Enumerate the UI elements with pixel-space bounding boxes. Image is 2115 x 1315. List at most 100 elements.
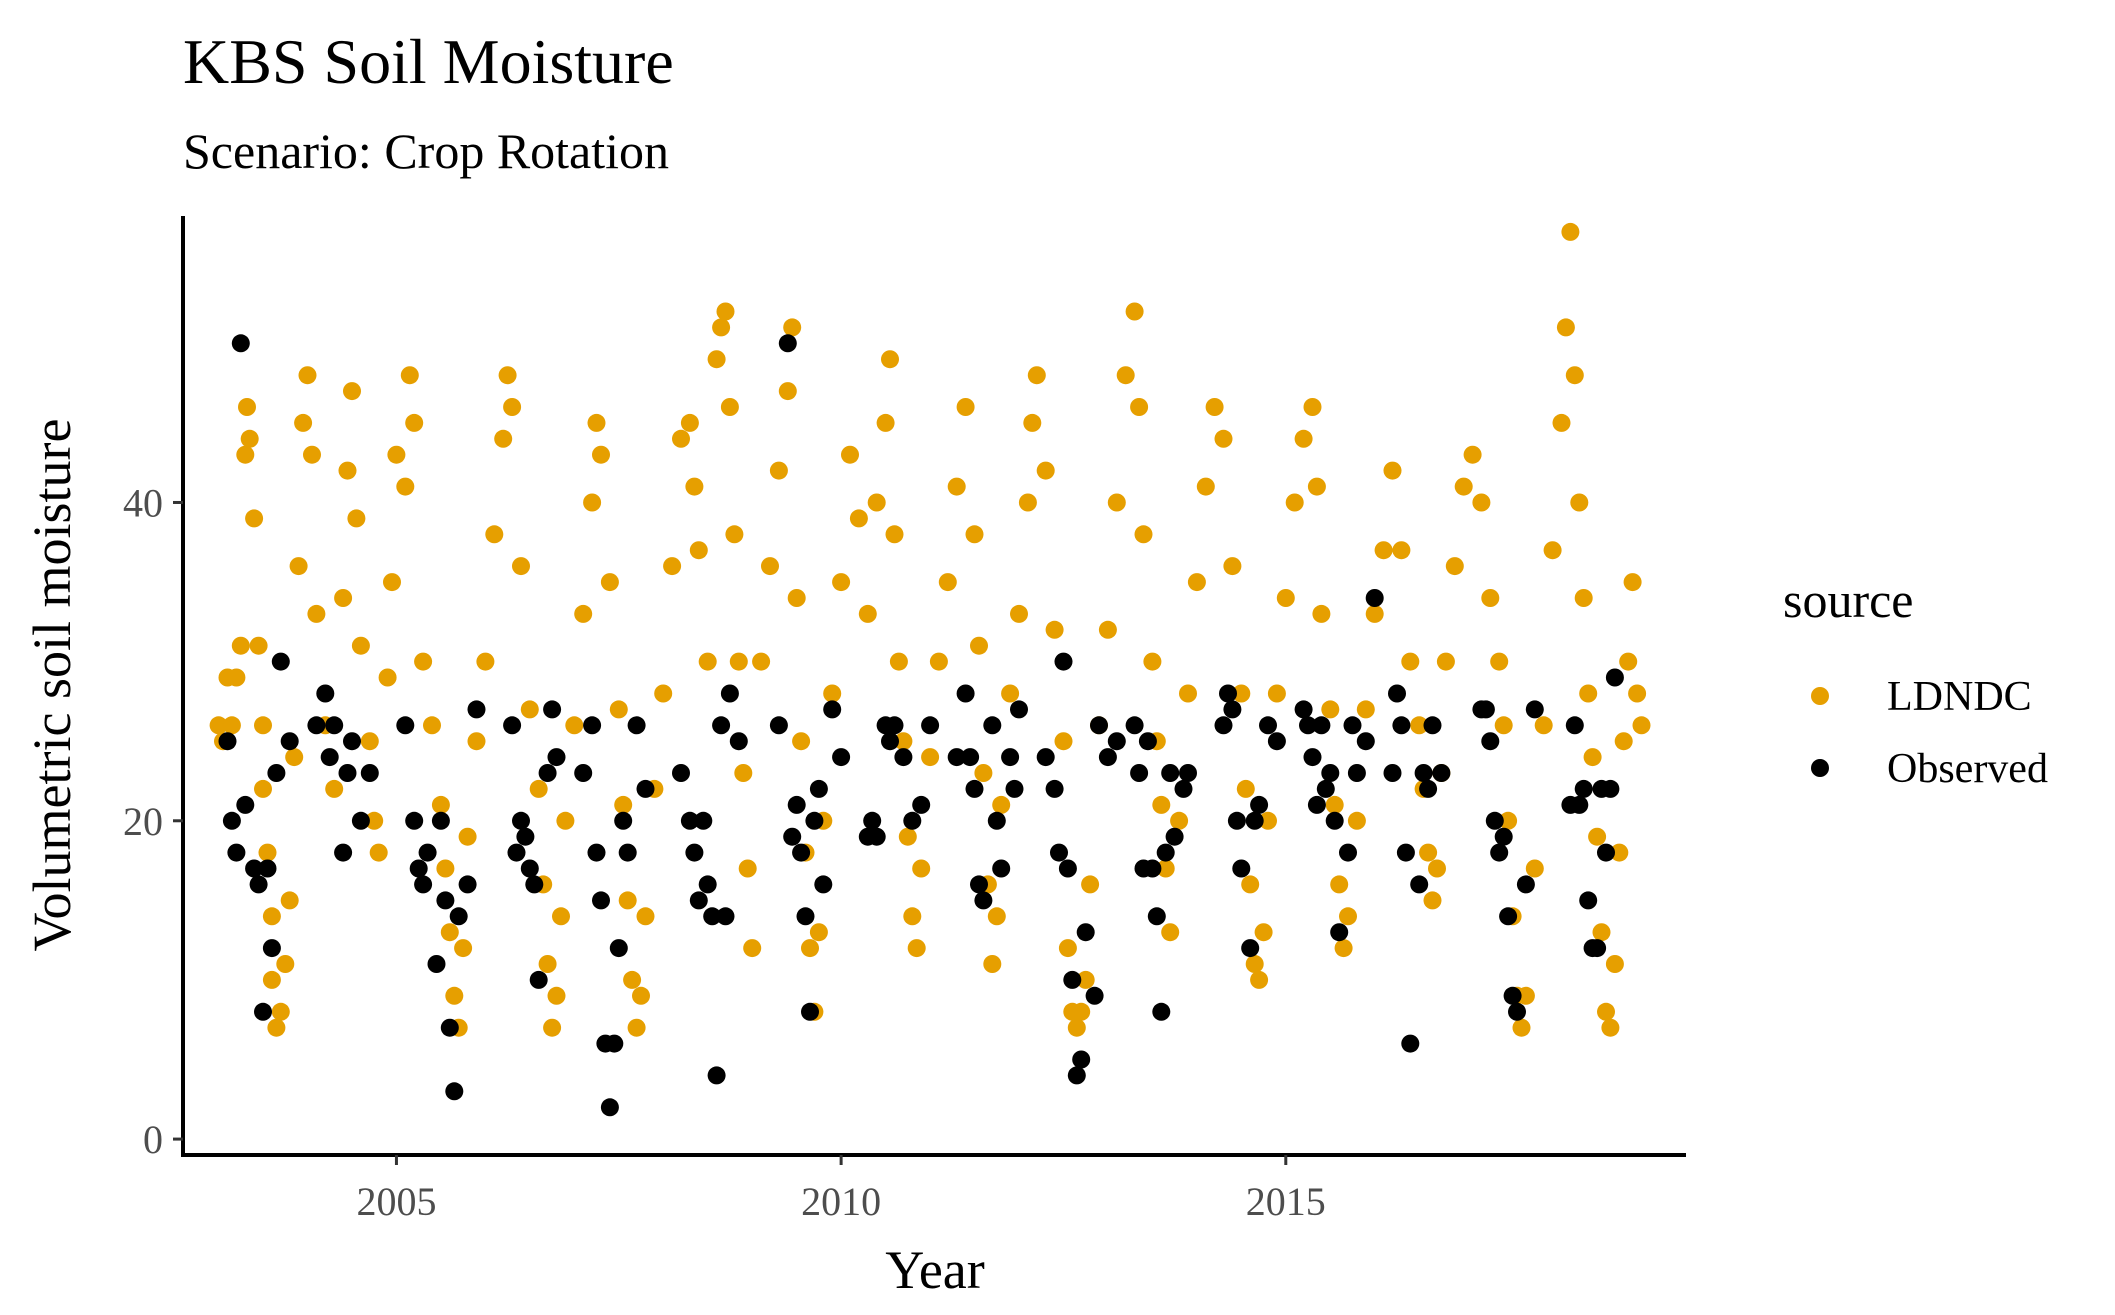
data-point-observed	[609, 939, 628, 958]
data-point-ldndc	[712, 318, 731, 337]
data-point-observed	[1508, 1002, 1526, 1021]
data-point-ldndc	[262, 970, 281, 989]
data-point-ldndc	[1401, 652, 1420, 671]
data-point-observed	[440, 1018, 459, 1037]
data-point-ldndc	[1383, 461, 1402, 480]
data-point-ldndc	[436, 859, 455, 878]
legend-key-observed	[1811, 759, 1829, 777]
data-point-ldndc	[1419, 843, 1438, 862]
data-point-observed	[1156, 843, 1175, 862]
data-point-observed	[1072, 1050, 1091, 1069]
data-point-observed	[574, 764, 593, 782]
data-point-observed	[1085, 986, 1104, 1005]
data-point-ldndc	[832, 573, 851, 592]
data-point-ldndc	[970, 636, 988, 655]
data-point-ldndc	[258, 843, 277, 862]
data-point-observed	[418, 843, 437, 862]
data-point-observed	[600, 1098, 619, 1117]
data-point-ldndc	[445, 986, 464, 1005]
data-point-ldndc	[1525, 859, 1544, 878]
data-point-observed	[1232, 859, 1251, 878]
data-point-ldndc	[1254, 923, 1273, 942]
data-point-observed	[1321, 764, 1340, 782]
data-point-observed	[254, 1002, 272, 1021]
data-point-ldndc	[720, 398, 739, 416]
data-point-observed	[1214, 716, 1233, 735]
data-point-ldndc	[1410, 716, 1429, 735]
data-point-observed	[627, 716, 646, 735]
data-point-ldndc	[685, 477, 704, 496]
data-point-ldndc	[672, 429, 690, 448]
data-point-ldndc	[1463, 445, 1482, 464]
data-point-observed	[685, 843, 704, 862]
data-point-observed	[1054, 652, 1073, 671]
data-point-ldndc	[729, 652, 748, 671]
data-point-observed	[1130, 764, 1149, 782]
data-point-ldndc	[1588, 827, 1607, 846]
data-point-ldndc	[1098, 620, 1117, 639]
data-point-observed	[409, 859, 428, 878]
data-point-ldndc	[458, 827, 477, 846]
data-point-ldndc	[938, 573, 957, 592]
data-point-observed	[814, 875, 833, 894]
data-point-observed	[458, 875, 477, 894]
data-point-ldndc	[1045, 620, 1064, 639]
data-point-observed	[1494, 827, 1513, 846]
data-point-ldndc	[1534, 716, 1553, 735]
data-point-observed	[1063, 970, 1082, 989]
data-point-observed	[316, 684, 335, 703]
data-point-ldndc	[1601, 1018, 1620, 1037]
data-point-observed	[1356, 732, 1375, 751]
data-point-ldndc	[1423, 891, 1442, 910]
data-point-ldndc	[1428, 859, 1446, 878]
data-point-ldndc	[476, 652, 495, 671]
data-point-observed	[1312, 716, 1331, 735]
data-point-ldndc	[761, 557, 779, 576]
data-point-ldndc	[921, 748, 940, 767]
data-point-ldndc	[1623, 573, 1642, 592]
data-point-ldndc	[360, 732, 379, 751]
data-point-ldndc	[783, 318, 802, 337]
data-point-observed	[1481, 732, 1500, 751]
data-point-observed	[636, 779, 655, 798]
data-point-observed	[334, 843, 353, 862]
data-point-ldndc	[1330, 875, 1349, 894]
axis-ticks: 2005 2010 2015 0 20 40	[123, 480, 1326, 1224]
data-point-observed	[218, 732, 237, 751]
data-point-observed	[1161, 764, 1180, 782]
data-point-ldndc	[1023, 413, 1042, 432]
data-point-ldndc	[285, 748, 304, 767]
data-point-ldndc	[1565, 366, 1584, 385]
data-point-ldndc	[929, 652, 948, 671]
data-point-ldndc	[1156, 859, 1175, 878]
data-point-observed	[1223, 700, 1242, 719]
data-point-observed	[1343, 716, 1362, 735]
x-tick-label: 2010	[801, 1179, 881, 1224]
data-point-ldndc	[881, 350, 899, 369]
data-point-ldndc	[1276, 589, 1295, 607]
data-point-ldndc	[1481, 589, 1500, 607]
data-point-observed	[712, 716, 731, 735]
data-point-ldndc	[636, 907, 655, 926]
data-point-observed	[703, 907, 722, 926]
data-point-ldndc	[396, 477, 415, 496]
data-point-ldndc	[1592, 923, 1611, 942]
data-point-ldndc	[965, 525, 984, 544]
data-point-observed	[1503, 986, 1522, 1005]
data-point-observed	[529, 970, 548, 989]
data-point-ldndc	[809, 923, 828, 942]
data-point-ldndc	[338, 461, 357, 480]
data-point-ldndc	[992, 795, 1011, 814]
data-point-observed	[1597, 843, 1615, 862]
data-point-ldndc	[1161, 923, 1180, 942]
data-point-ldndc	[903, 907, 922, 926]
data-point-observed	[271, 652, 290, 671]
data-point-ldndc	[238, 398, 256, 416]
data-point-ldndc	[707, 350, 726, 369]
data-point-observed	[783, 827, 802, 846]
data-point-ldndc	[1512, 1018, 1531, 1037]
data-point-observed	[672, 764, 690, 782]
data-point-ldndc	[552, 907, 570, 926]
data-point-ldndc	[1143, 652, 1162, 671]
data-point-observed	[360, 764, 379, 782]
